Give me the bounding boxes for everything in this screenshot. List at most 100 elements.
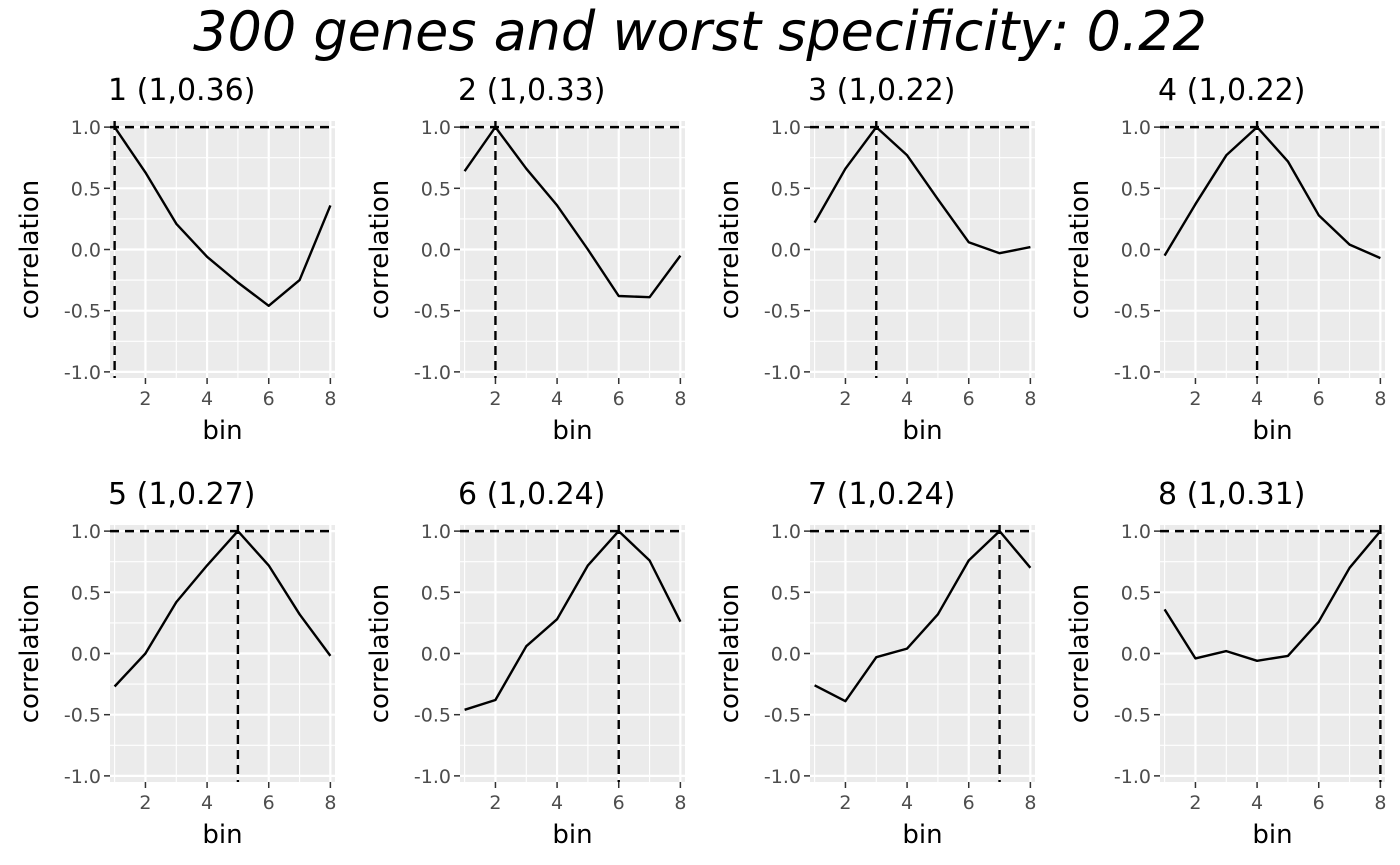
- x-tick-label: 2: [839, 792, 851, 814]
- panel-title: 8 (1,0.31): [1158, 477, 1305, 512]
- y-tick-label: -0.5: [1114, 705, 1151, 727]
- y-tick-label: 1.0: [71, 117, 101, 139]
- x-tick-label: 2: [489, 388, 501, 410]
- y-tick-label: 0.0: [771, 240, 801, 262]
- x-tick-label: 4: [901, 388, 913, 410]
- x-axis-label: bin: [902, 416, 942, 446]
- x-tick-label: 6: [963, 792, 975, 814]
- chart-panel-7: 7 (1,0.24) -1.0 -0.5 0.0 0.5 1.0 2 4 6 8 bin correl…: [715, 477, 1036, 850]
- x-tick-label: 2: [839, 388, 851, 410]
- main-title: 300 genes and worst specificity: 0.22: [193, 0, 1207, 63]
- x-tick-label: 8: [1024, 792, 1036, 814]
- x-tick-label: 8: [1374, 792, 1386, 814]
- chart-panel-3: 3 (1,0.22) -1.0 -0.5 0.0 0.5 1.0 2 4 6 8 bin correl…: [715, 73, 1036, 446]
- y-tick-label: 0.0: [71, 644, 101, 666]
- y-tick-label: 0.0: [1121, 644, 1151, 666]
- y-tick-label: -1.0: [414, 766, 451, 788]
- x-tick-label: 4: [1251, 388, 1263, 410]
- y-tick-label: 0.5: [771, 582, 801, 604]
- chart-panel-2: 2 (1,0.33) -1.0 -0.5 0.0 0.5 1.0 2 4 6 8 bin correl…: [365, 73, 686, 446]
- y-tick-label: 0.5: [1121, 582, 1151, 604]
- y-axis-label: correlation: [1065, 584, 1095, 724]
- y-axis-label: correlation: [365, 584, 395, 724]
- chart-panel-6: 6 (1,0.24) -1.0 -0.5 0.0 0.5 1.0 2 4 6 8 bin correl…: [365, 477, 686, 850]
- panel-title: 1 (1,0.36): [108, 73, 255, 108]
- y-tick-label: -0.5: [414, 301, 451, 323]
- x-tick-label: 8: [1374, 388, 1386, 410]
- x-axis-label: bin: [552, 820, 592, 850]
- x-tick-label: 8: [1024, 388, 1036, 410]
- correlation-line: [113, 126, 332, 307]
- x-axis-label: bin: [552, 416, 592, 446]
- y-tick-label: -1.0: [764, 362, 801, 384]
- y-tick-label: 1.0: [771, 117, 801, 139]
- correlation-line: [464, 529, 682, 711]
- x-tick-label: 6: [1313, 388, 1325, 410]
- correlation-line: [463, 125, 682, 299]
- y-tick-label: -1.0: [64, 362, 101, 384]
- y-tick-label: 0.0: [1121, 240, 1151, 262]
- x-tick-label: 4: [901, 792, 913, 814]
- panel-title: 7 (1,0.24): [808, 477, 955, 512]
- y-tick-label: 1.0: [71, 521, 101, 543]
- panel-grid: 1 (1,0.36) -1.0 -0.5 0.0 0.5 1.0 2 4 6 8 bin correl…: [15, 73, 1386, 850]
- panel-title: 6 (1,0.24): [458, 477, 605, 512]
- x-axis-label: bin: [1252, 820, 1292, 850]
- y-tick-label: -1.0: [1114, 766, 1151, 788]
- chart-panel-4: 4 (1,0.22) -1.0 -0.5 0.0 0.5 1.0 2 4 6 8 bin correl…: [1065, 73, 1386, 446]
- x-tick-label: 6: [963, 388, 975, 410]
- y-tick-label: -0.5: [64, 301, 101, 323]
- y-tick-label: -1.0: [764, 766, 801, 788]
- x-tick-label: 6: [613, 792, 625, 814]
- x-tick-label: 2: [139, 388, 151, 410]
- y-tick-label: 1.0: [771, 521, 801, 543]
- correlation-line: [813, 125, 1031, 255]
- x-tick-label: 4: [1251, 792, 1263, 814]
- y-tick-label: 0.5: [421, 582, 451, 604]
- x-axis-label: bin: [1252, 416, 1292, 446]
- y-tick-label: 0.5: [771, 178, 801, 200]
- panel-title: 5 (1,0.27): [108, 477, 255, 512]
- y-tick-label: -0.5: [764, 705, 801, 727]
- correlation-line: [1163, 530, 1382, 662]
- panel-title: 2 (1,0.33): [458, 73, 605, 108]
- chart-panel-8: 8 (1,0.31) -1.0 -0.5 0.0 0.5 1.0 2 4 6 8 bin correl…: [1065, 477, 1386, 850]
- x-tick-label: 6: [263, 388, 275, 410]
- y-tick-label: -0.5: [1114, 301, 1151, 323]
- x-axis-label: bin: [202, 820, 242, 850]
- x-axis-label: bin: [202, 416, 242, 446]
- x-tick-label: 4: [201, 792, 213, 814]
- x-tick-label: 8: [674, 792, 686, 814]
- correlation-line: [814, 529, 1032, 703]
- x-tick-label: 6: [613, 388, 625, 410]
- y-tick-label: -1.0: [64, 766, 101, 788]
- y-tick-label: 0.5: [1121, 178, 1151, 200]
- y-tick-label: 1.0: [1121, 521, 1151, 543]
- y-tick-label: -1.0: [1114, 362, 1151, 384]
- y-tick-label: 0.0: [421, 644, 451, 666]
- x-tick-label: 4: [551, 792, 563, 814]
- y-tick-label: 1.0: [1121, 117, 1151, 139]
- x-tick-label: 2: [489, 792, 501, 814]
- x-tick-label: 2: [1189, 388, 1201, 410]
- y-tick-label: -0.5: [64, 705, 101, 727]
- correlation-line: [1163, 125, 1381, 260]
- y-axis-label: correlation: [15, 180, 45, 320]
- x-tick-label: 8: [324, 388, 336, 410]
- y-axis-label: correlation: [1065, 180, 1095, 320]
- y-tick-label: 1.0: [421, 521, 451, 543]
- y-axis-label: correlation: [715, 180, 745, 320]
- x-tick-label: 8: [324, 792, 336, 814]
- x-tick-label: 2: [139, 792, 151, 814]
- chart-panel-1: 1 (1,0.36) -1.0 -0.5 0.0 0.5 1.0 2 4 6 8 bin correl…: [15, 73, 336, 446]
- y-axis-label: correlation: [715, 584, 745, 724]
- y-tick-label: 0.0: [71, 240, 101, 262]
- y-tick-label: -0.5: [414, 705, 451, 727]
- y-tick-label: 1.0: [421, 117, 451, 139]
- x-tick-label: 4: [201, 388, 213, 410]
- y-tick-label: 0.5: [71, 582, 101, 604]
- chart-panel-5: 5 (1,0.27) -1.0 -0.5 0.0 0.5 1.0 2 4 6 8 bin correl…: [15, 477, 336, 850]
- x-tick-label: 2: [1189, 792, 1201, 814]
- y-tick-label: -0.5: [764, 301, 801, 323]
